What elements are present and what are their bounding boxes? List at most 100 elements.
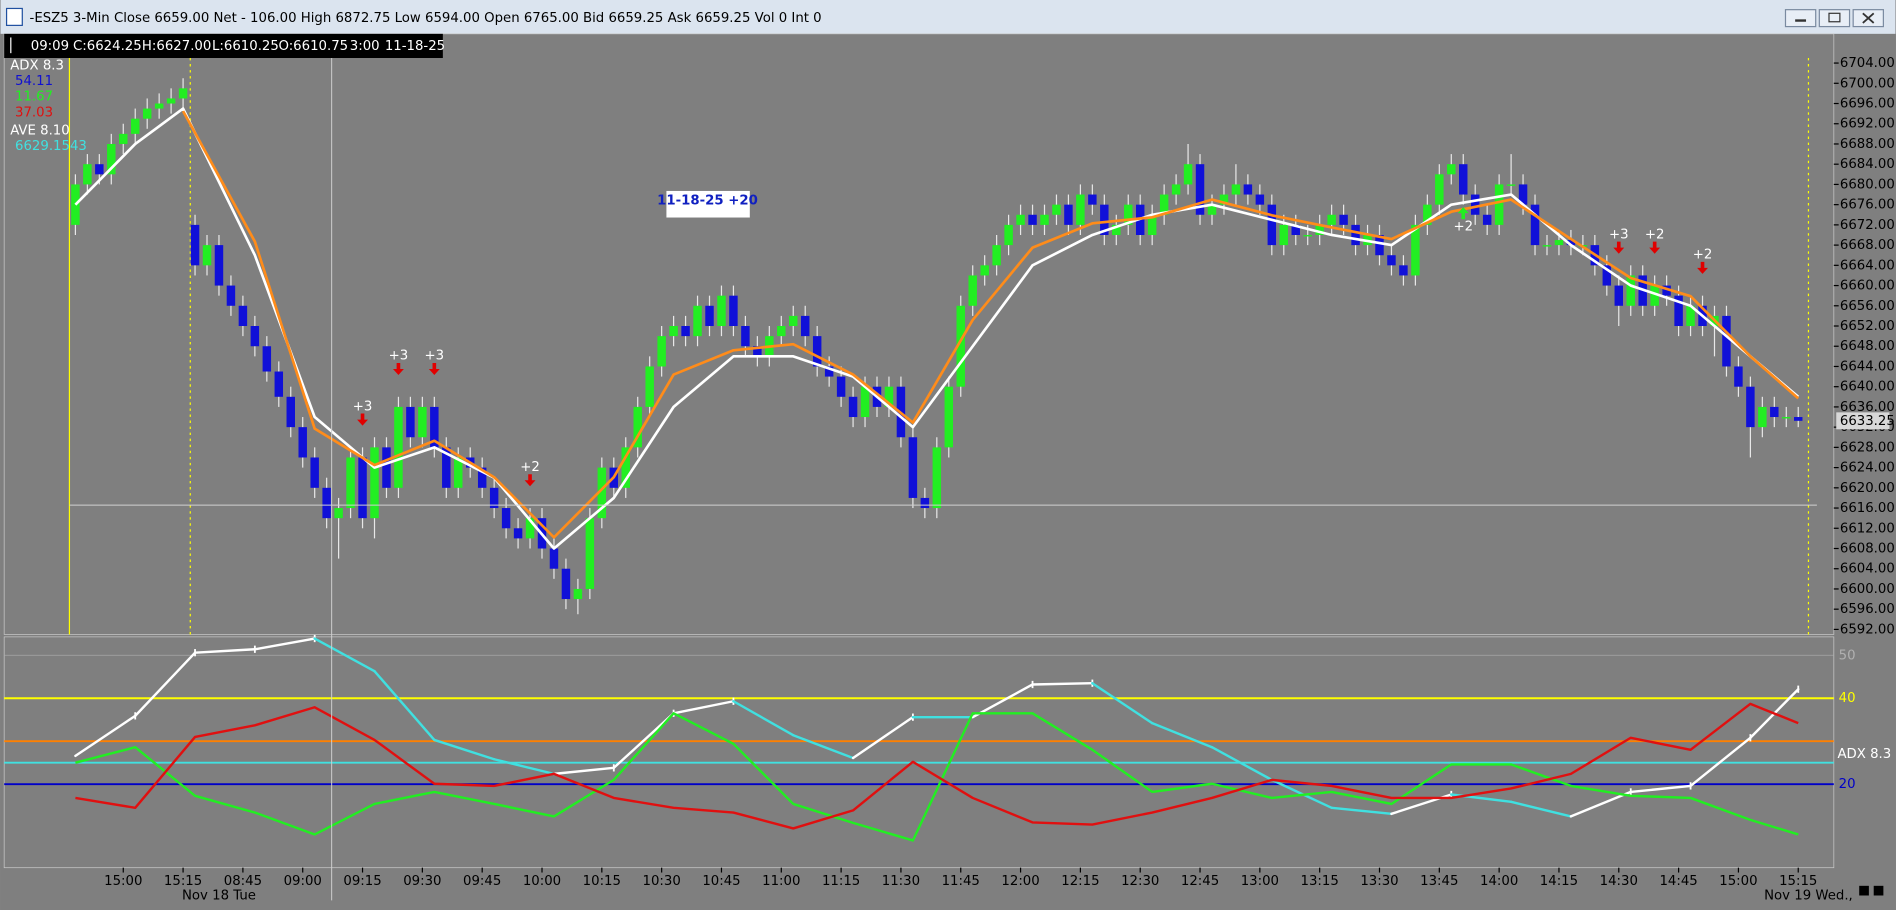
adx-line bbox=[1091, 681, 1154, 725]
adx-line bbox=[552, 766, 615, 776]
candle-body bbox=[980, 265, 989, 276]
note-text: 11-18-25 +20 bbox=[657, 194, 758, 209]
adx-line bbox=[74, 714, 137, 758]
candle-body bbox=[968, 275, 977, 306]
legend-value: AVE 8.10 bbox=[10, 124, 70, 139]
adx-plot bbox=[3, 636, 1835, 869]
date-label: Nov 19 Wed., bbox=[1764, 888, 1853, 903]
candle-body bbox=[418, 406, 427, 438]
adx-line bbox=[1210, 746, 1274, 782]
signal-arrow bbox=[428, 362, 440, 376]
last-price-label: 6633.25 bbox=[1840, 414, 1895, 429]
candle-body bbox=[190, 224, 200, 266]
candle-body bbox=[789, 315, 798, 327]
info-field: 3:00 bbox=[350, 39, 380, 54]
candle-body bbox=[1734, 366, 1743, 387]
x-tick-label: 08:45 bbox=[224, 874, 262, 889]
candle-body bbox=[1303, 234, 1312, 237]
adx-line bbox=[1629, 784, 1692, 794]
signal-label: +2 bbox=[1453, 219, 1473, 234]
candle-body bbox=[1088, 194, 1097, 205]
scroll-button[interactable] bbox=[1873, 885, 1884, 896]
y-tick-label: 6692.00 bbox=[1840, 117, 1895, 132]
signal-arrow bbox=[1457, 207, 1469, 220]
moving-average bbox=[181, 110, 1800, 539]
minimize-button[interactable] bbox=[1784, 9, 1817, 28]
candle-body bbox=[154, 103, 164, 109]
adx-line bbox=[1031, 681, 1094, 686]
candle-body bbox=[669, 326, 678, 337]
candle-body bbox=[202, 245, 212, 266]
adx-line bbox=[792, 733, 855, 760]
y-tick-label: 6592.00 bbox=[1840, 622, 1895, 637]
candle-body bbox=[860, 386, 870, 418]
y-tick-label: 6668.00 bbox=[1840, 238, 1895, 253]
x-tick-label: 09:15 bbox=[343, 874, 381, 889]
candle-body bbox=[800, 315, 810, 337]
signal-label: +2 bbox=[520, 460, 540, 475]
candle-body bbox=[442, 447, 451, 488]
candle-body bbox=[250, 326, 260, 347]
candle-body bbox=[1375, 234, 1384, 256]
candle-body bbox=[1183, 164, 1193, 185]
candle-body bbox=[1470, 194, 1480, 215]
candle-body bbox=[1171, 184, 1181, 195]
candle-body bbox=[166, 98, 176, 104]
candle-body bbox=[394, 406, 403, 488]
y-tick-label: 6608.00 bbox=[1840, 541, 1895, 556]
candle-body bbox=[848, 396, 858, 418]
candle-body bbox=[1052, 204, 1061, 215]
legend-value: 37.03 bbox=[15, 105, 53, 120]
y-tick-label: 6644.00 bbox=[1840, 359, 1895, 374]
candle-body bbox=[645, 366, 654, 407]
candle-body bbox=[836, 376, 846, 397]
close-icon bbox=[1862, 12, 1875, 24]
candle-body bbox=[214, 245, 224, 286]
x-tick-label: 14:30 bbox=[1600, 874, 1638, 889]
candle-body bbox=[1219, 194, 1229, 205]
candle-body bbox=[812, 336, 822, 367]
candle-body bbox=[920, 497, 930, 509]
signal-arrow bbox=[392, 362, 404, 376]
candle-body bbox=[1686, 305, 1695, 327]
candle-body bbox=[226, 285, 236, 306]
adx-line bbox=[253, 637, 316, 651]
candle-body bbox=[1794, 417, 1803, 421]
info-field: C:6624.25 bbox=[73, 39, 142, 54]
signal-label: +3 bbox=[425, 349, 445, 364]
candle-body bbox=[1231, 184, 1241, 195]
candle-body bbox=[753, 346, 762, 357]
adx-tick-label: 50 bbox=[1839, 648, 1856, 663]
x-tick-label: 12:30 bbox=[1121, 874, 1159, 889]
candle-body bbox=[346, 457, 355, 509]
x-tick-label: 11:15 bbox=[822, 874, 860, 889]
maximize-button[interactable] bbox=[1818, 9, 1851, 28]
candle-body bbox=[1016, 214, 1025, 225]
candle-body bbox=[358, 457, 367, 519]
candle-body bbox=[1147, 214, 1157, 235]
y-tick-label: 6680.00 bbox=[1840, 177, 1895, 192]
candle-body bbox=[477, 467, 487, 488]
x-tick-label: 13:30 bbox=[1360, 874, 1398, 889]
note-box bbox=[666, 190, 750, 218]
adx-line bbox=[672, 700, 735, 715]
x-tick-label: 10:30 bbox=[643, 874, 681, 889]
x-tick-label: 14:00 bbox=[1480, 874, 1518, 889]
y-tick-label: 6696.00 bbox=[1840, 97, 1895, 112]
x-tick-label: 13:15 bbox=[1301, 874, 1339, 889]
candle-body bbox=[1722, 315, 1731, 367]
candle-body bbox=[298, 427, 307, 458]
candle-body bbox=[1566, 240, 1576, 246]
info-field: O:6610.75 bbox=[278, 39, 348, 54]
info-field: 09:09 bbox=[31, 39, 69, 54]
candle-body bbox=[1100, 204, 1109, 235]
candle-body bbox=[944, 386, 954, 448]
x-tick-label: 13:45 bbox=[1420, 874, 1458, 889]
candle-body bbox=[1279, 224, 1289, 246]
x-tick-label: 15:15 bbox=[1779, 874, 1817, 889]
signal-label: +3 bbox=[1609, 227, 1629, 242]
candle-body bbox=[322, 487, 331, 519]
scroll-button[interactable] bbox=[1859, 885, 1869, 896]
